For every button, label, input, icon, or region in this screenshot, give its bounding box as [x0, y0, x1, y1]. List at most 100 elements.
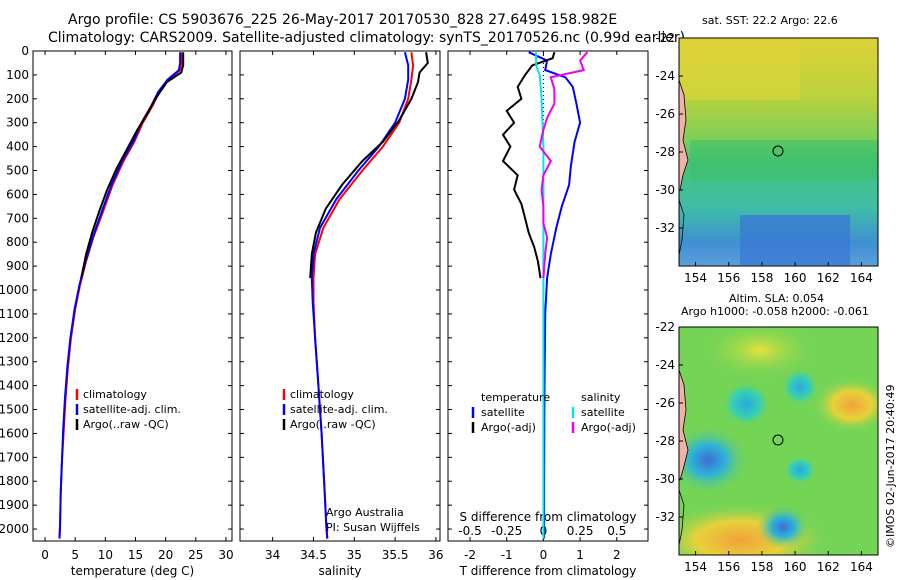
longitude-tick-label: 156	[717, 560, 740, 574]
latitude-tick-label: -24	[655, 358, 675, 372]
sla-map: Altim. SLA: 0.054 Argo h1000: -0.058 h20…	[655, 292, 879, 574]
difference-xtick-label: 1	[576, 548, 584, 562]
temperature-series-line	[80, 52, 185, 279]
depth-tick-label: 1300	[0, 355, 29, 369]
latitude-tick-label: -26	[655, 396, 675, 410]
salinity-series-line	[310, 51, 410, 539]
depth-tick-label: 1200	[0, 331, 29, 345]
credit-pi: PI: Susan Wijffels	[326, 521, 420, 534]
difference-series-line	[535, 52, 545, 539]
depth-tick-label: 900	[6, 259, 29, 273]
depth-tick-label: 400	[6, 140, 29, 154]
depth-tick-label: 200	[6, 92, 29, 106]
credit-organisation: Argo Australia	[326, 506, 404, 519]
sst-cold-patch	[740, 215, 850, 265]
difference-series-line	[501, 51, 556, 279]
longitude-tick-label: 164	[850, 560, 873, 574]
sst-map-axes: 154 156 158 160 162 164 -32 -30 -28 -26 -24 -22	[655, 31, 872, 285]
temperature-xtick-label: 25	[188, 548, 203, 562]
latitude-tick-label: -26	[655, 107, 675, 121]
salinity-diff-tick-label: 0.5	[607, 524, 626, 538]
temperature-xtick-label: 15	[128, 548, 143, 562]
sla-high-north	[700, 327, 820, 380]
legend-label: Argo(-adj)	[481, 421, 536, 434]
legend-label: Argo(..raw -QC)	[290, 418, 376, 431]
temperature-xtick-label: 5	[71, 548, 79, 562]
longitude-tick-label: 158	[750, 560, 773, 574]
difference-xtick-label: 0	[540, 548, 548, 562]
difference-series-line	[538, 51, 589, 279]
difference-xlabel: T difference from climatology	[459, 564, 637, 578]
longitude-tick-label: 160	[784, 560, 807, 574]
depth-tick-label: 1500	[0, 403, 29, 417]
legend-label: satellite-adj. clim.	[290, 403, 388, 416]
legend-label: satellite-adj. clim.	[83, 403, 181, 416]
depth-tick-label: 100	[6, 68, 29, 82]
figure-title-line1: Argo profile: CS 5903676_225 26-May-2017…	[68, 12, 617, 28]
salinity-diff-tick-label: -0.5	[458, 524, 481, 538]
sla-high-east	[812, 377, 878, 433]
difference-xtick-label: -1	[501, 548, 513, 562]
salinity-xtick-label: 36	[428, 548, 443, 562]
legend-label: Argo(..raw -QC)	[83, 418, 169, 431]
depth-tick-label: 2000	[0, 522, 29, 536]
salinity-series-line	[312, 52, 415, 539]
salinity-series-line	[309, 52, 429, 279]
temperature-xtick-label: 30	[218, 548, 233, 562]
depth-tick-label: 600	[6, 187, 29, 201]
latitude-tick-label: -24	[655, 69, 675, 83]
latitude-tick-label: -32	[655, 221, 675, 235]
sla-low-west	[679, 426, 748, 494]
latitude-tick-label: -28	[655, 434, 675, 448]
depth-tick-label: 800	[6, 235, 29, 249]
difference-xtick-label: 2	[613, 548, 621, 562]
depth-tick-label: 1000	[0, 283, 29, 297]
sla-low-mid	[784, 456, 816, 484]
temperature-xtick-label: 10	[98, 548, 113, 562]
longitude-tick-label: 154	[684, 271, 707, 285]
depth-tick-label: 1700	[0, 450, 29, 464]
sla-argo-marker	[772, 434, 784, 446]
depth-tick-label: 1600	[0, 426, 29, 440]
figure-title-line2: Climatology: CARS2009. Satellite-adjuste…	[48, 30, 685, 46]
sla-map-axes: 154 156 158 160 162 164 -32 -30 -28 -26 -24 -22	[655, 320, 872, 574]
difference-frame	[447, 50, 649, 542]
temperature-xlabel: temperature (deg C)	[71, 564, 194, 578]
latitude-tick-label: -32	[655, 510, 675, 524]
latitude-tick-label: -30	[655, 183, 675, 197]
depth-tick-label: 0	[21, 44, 29, 58]
depth-tick-label: 700	[6, 211, 29, 225]
salinity-xtick-label: 35.5	[382, 548, 409, 562]
depth-tick-label: 1100	[0, 307, 29, 321]
sst-argo-marker	[772, 145, 784, 157]
longitude-tick-label: 154	[684, 560, 707, 574]
latitude-tick-label: -30	[655, 472, 675, 486]
longitude-tick-label: 164	[850, 271, 873, 285]
depth-tick-label: 1800	[0, 474, 29, 488]
temperature-xtick-label: 20	[158, 548, 173, 562]
depth-tick-label: 1400	[0, 379, 29, 393]
legend-label: climatology	[290, 388, 354, 401]
longitude-tick-label: 162	[817, 271, 840, 285]
legend-label: Argo(-adj)	[581, 421, 636, 434]
salinity-xtick-label: 35	[347, 548, 362, 562]
depth-tick-label: 1900	[0, 498, 29, 512]
latitude-tick-label: -22	[655, 320, 675, 334]
temperature-panel: 0100200300400500600700800900100011001200…	[0, 44, 234, 578]
salinity-diff-xlabel: S difference from climatology	[460, 510, 637, 524]
sst-green-band	[690, 140, 878, 180]
longitude-tick-label: 162	[817, 560, 840, 574]
salinity-panel: 34 34.5 35 35.5 36 salinity climatology satelli…	[239, 50, 444, 578]
salinity-xlabel: salinity	[318, 564, 361, 578]
longitude-tick-label: 160	[784, 271, 807, 285]
salinity-xtick-label: 34.5	[300, 548, 327, 562]
sla-map-subtitle: Argo h1000: -0.058 h2000: -0.061	[681, 305, 869, 318]
depth-tick-label: 300	[6, 116, 29, 130]
longitude-tick-label: 156	[717, 271, 740, 285]
sla-low-southeast	[757, 505, 809, 549]
salinity-frame	[239, 50, 441, 542]
salinity-xtick-label: 34	[265, 548, 280, 562]
difference-series-line	[528, 51, 582, 539]
difference-panel: -2 -1 0 1 2 T difference from climatology S di…	[447, 50, 649, 578]
longitude-tick-label: 158	[750, 271, 773, 285]
